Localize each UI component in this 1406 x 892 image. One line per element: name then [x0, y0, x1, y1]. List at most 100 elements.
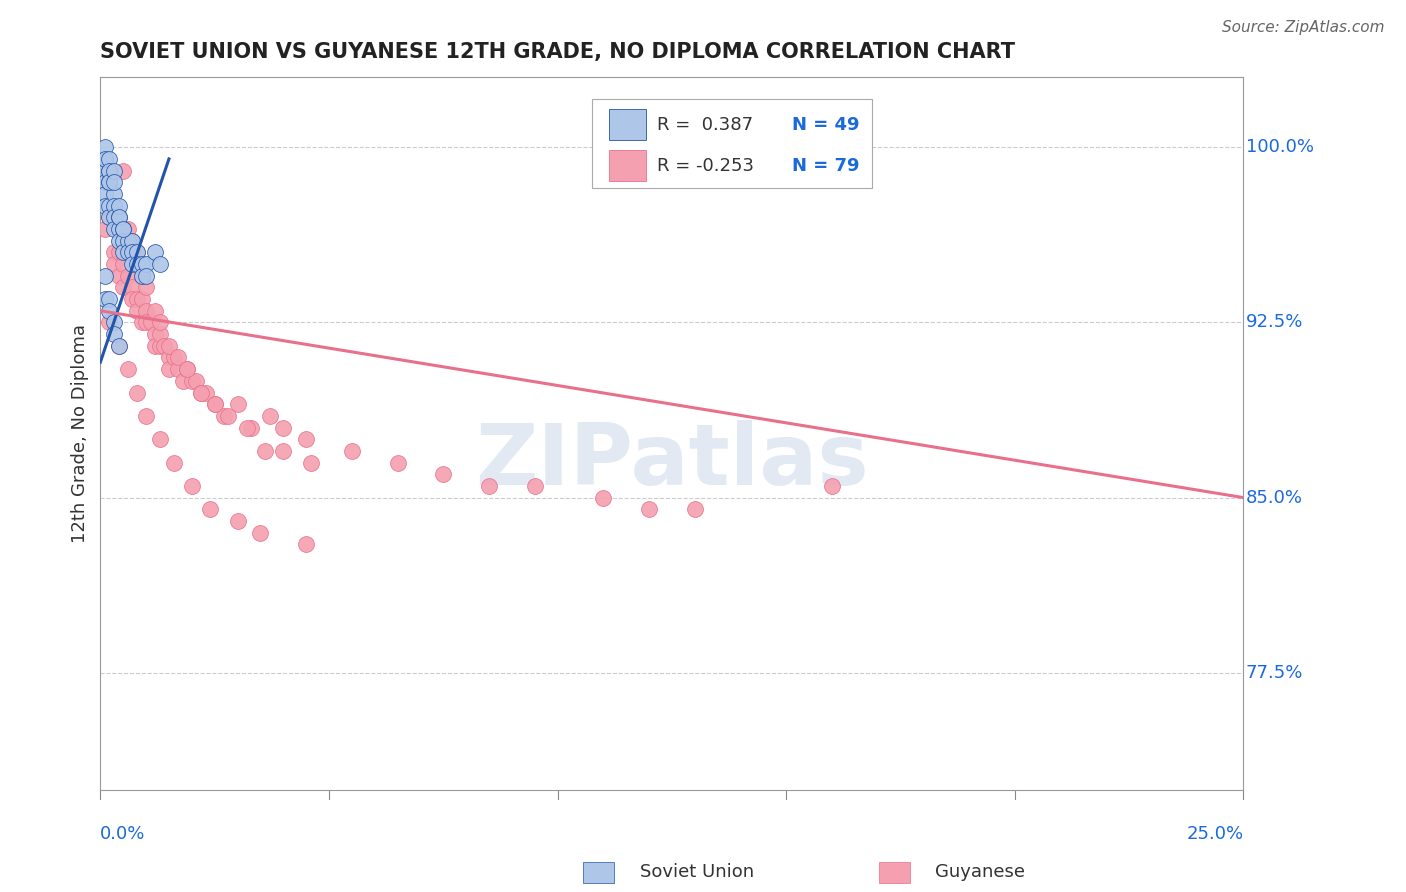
Text: Soviet Union: Soviet Union — [640, 863, 754, 881]
Point — [125, 245, 148, 260]
Point — [149, 432, 172, 446]
Point — [253, 443, 276, 458]
Point — [112, 163, 135, 178]
Point — [143, 339, 166, 353]
Point — [107, 339, 129, 353]
Point — [387, 456, 409, 470]
Point — [94, 292, 117, 306]
Point — [98, 199, 121, 213]
Point — [117, 362, 139, 376]
Text: 0.0%: 0.0% — [100, 824, 146, 843]
Y-axis label: 12th Grade, No Diploma: 12th Grade, No Diploma — [72, 324, 89, 543]
Point — [107, 234, 129, 248]
Point — [135, 315, 157, 329]
Text: R = -0.253: R = -0.253 — [657, 157, 754, 175]
Point — [139, 315, 162, 329]
Point — [135, 303, 157, 318]
Point — [103, 211, 125, 225]
Point — [299, 456, 322, 470]
Point — [180, 479, 202, 493]
Point — [295, 537, 318, 551]
Point — [112, 222, 135, 236]
Point — [98, 211, 121, 225]
Point — [259, 409, 281, 423]
Point — [149, 315, 172, 329]
Point — [271, 420, 294, 434]
Bar — [609, 150, 645, 181]
Bar — [609, 109, 645, 140]
Point — [176, 362, 198, 376]
Point — [143, 327, 166, 342]
Point — [157, 351, 180, 365]
Text: N = 79: N = 79 — [792, 157, 859, 175]
Point — [121, 280, 143, 294]
Point — [107, 222, 129, 236]
Point — [135, 268, 157, 283]
Point — [162, 456, 184, 470]
Point — [112, 257, 135, 271]
Text: ZIPatlas: ZIPatlas — [475, 420, 869, 503]
Point — [167, 351, 190, 365]
Point — [117, 222, 139, 236]
Point — [478, 479, 501, 493]
Point — [98, 175, 121, 189]
Point — [194, 385, 217, 400]
Point — [153, 339, 176, 353]
Point — [176, 362, 198, 376]
Point — [121, 245, 143, 260]
Point — [523, 479, 546, 493]
Point — [94, 152, 117, 166]
Point — [240, 420, 263, 434]
Point — [94, 140, 117, 154]
Point — [204, 397, 226, 411]
Point — [226, 397, 249, 411]
Point — [107, 211, 129, 225]
Point — [190, 385, 212, 400]
Point — [107, 268, 129, 283]
Point — [112, 222, 135, 236]
Point — [94, 163, 117, 178]
Point — [98, 303, 121, 318]
Point — [167, 362, 190, 376]
Point — [103, 257, 125, 271]
FancyBboxPatch shape — [592, 99, 872, 187]
Point — [117, 234, 139, 248]
Point — [94, 152, 117, 166]
Text: 92.5%: 92.5% — [1246, 313, 1303, 332]
Point — [103, 222, 125, 236]
Point — [235, 420, 257, 434]
Point — [186, 374, 208, 388]
Point — [103, 327, 125, 342]
Point — [125, 257, 148, 271]
Point — [98, 315, 121, 329]
Point — [212, 409, 235, 423]
Point — [271, 443, 294, 458]
Point — [103, 245, 125, 260]
Text: 25.0%: 25.0% — [1187, 824, 1243, 843]
Point — [94, 186, 117, 201]
Text: R =  0.387: R = 0.387 — [657, 116, 754, 134]
Point — [204, 397, 226, 411]
Point — [125, 292, 148, 306]
Point — [180, 374, 202, 388]
Point — [295, 432, 318, 446]
Point — [94, 268, 117, 283]
Point — [143, 245, 166, 260]
Point — [121, 292, 143, 306]
Point — [94, 222, 117, 236]
Point — [112, 280, 135, 294]
Point — [592, 491, 614, 505]
Point — [103, 315, 125, 329]
Point — [98, 152, 121, 166]
Point — [107, 199, 129, 213]
Point — [98, 292, 121, 306]
Point — [103, 186, 125, 201]
Point — [117, 245, 139, 260]
Point — [107, 339, 129, 353]
Point — [112, 245, 135, 260]
Point — [131, 268, 153, 283]
Point — [135, 257, 157, 271]
Point — [107, 211, 129, 225]
Point — [121, 257, 143, 271]
Point — [103, 163, 125, 178]
